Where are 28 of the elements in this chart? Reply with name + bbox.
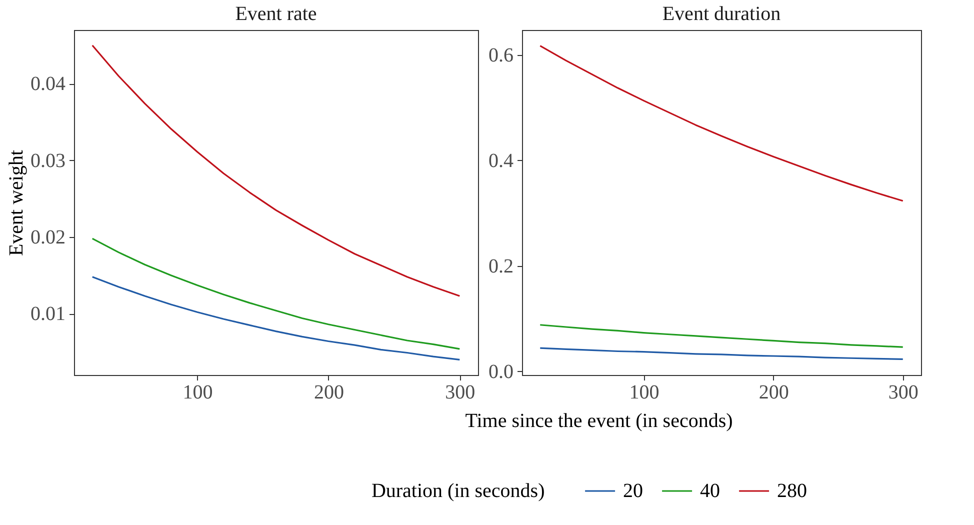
line-series bbox=[92, 44, 460, 297]
chart-title: Event duration bbox=[662, 3, 781, 25]
x-tick-label: 300 bbox=[445, 382, 476, 404]
y-axis-title: Event weight bbox=[6, 150, 28, 256]
y-tick-label: 0.2 bbox=[488, 255, 514, 278]
x-tick-label: 200 bbox=[758, 382, 789, 404]
line-series bbox=[539, 347, 904, 360]
y-tick-label: 0.4 bbox=[488, 150, 514, 172]
y-tick-label: 0.6 bbox=[488, 44, 514, 66]
legend-label: 20 bbox=[623, 480, 644, 502]
x-tick-label: 100 bbox=[629, 382, 660, 404]
y-tick-label: 0.02 bbox=[30, 226, 66, 248]
x-tick-label: 300 bbox=[888, 382, 918, 404]
line-series bbox=[539, 324, 904, 348]
legend-label: 280 bbox=[777, 480, 808, 502]
legend-label: 40 bbox=[700, 480, 720, 502]
line-series bbox=[92, 238, 460, 350]
y-tick-label: 0.0 bbox=[488, 360, 514, 383]
y-tick-label: 0.01 bbox=[30, 303, 66, 326]
x-tick-label: 200 bbox=[314, 382, 344, 404]
line-series bbox=[92, 276, 460, 360]
chart-title: Event rate bbox=[235, 3, 317, 25]
line-series bbox=[539, 45, 904, 202]
y-tick-label: 0.03 bbox=[30, 150, 66, 172]
y-tick-label: 0.04 bbox=[30, 73, 66, 96]
legend-title: Duration (in seconds) bbox=[371, 480, 545, 502]
x-tick-label: 100 bbox=[182, 382, 213, 404]
x-axis-title: Time since the event (in seconds) bbox=[465, 410, 733, 432]
